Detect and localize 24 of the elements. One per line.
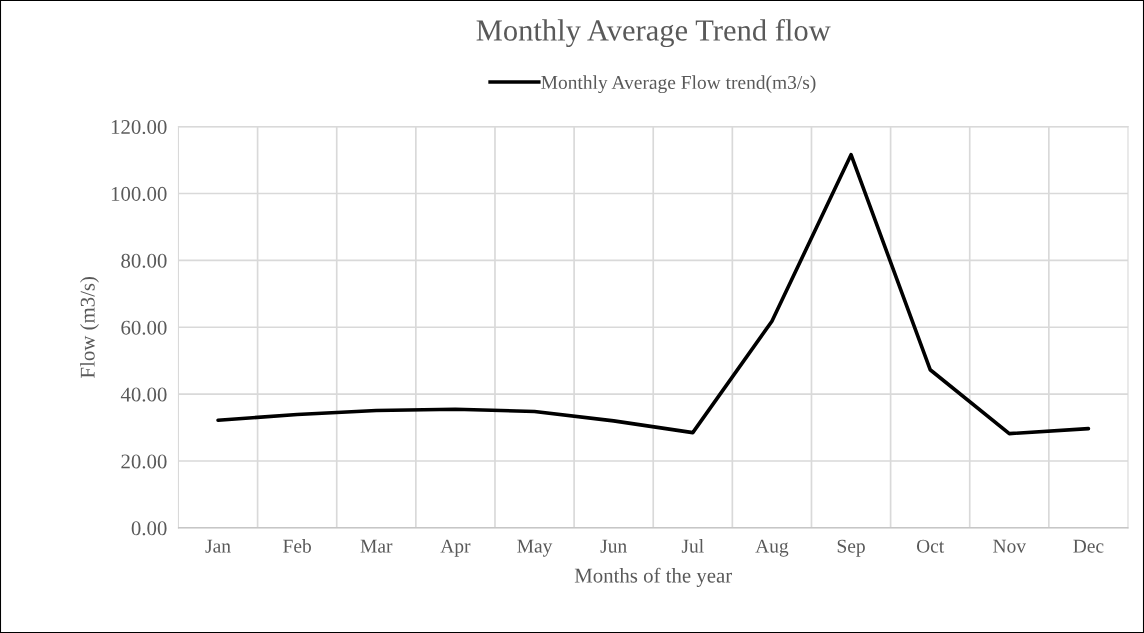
x-tick-label: Jan — [205, 539, 231, 553]
x-tick-label: Aug — [755, 539, 789, 557]
chart-title: Monthly Average Trend flow — [476, 18, 831, 48]
x-tick-label: Nov — [993, 539, 1027, 553]
x-tick-label: Jun — [600, 539, 627, 553]
y-axis-title: Flow (m3/s) — [80, 276, 99, 378]
x-axis-title: Months of the year — [574, 567, 733, 587]
x-tick-label: Dec — [1073, 539, 1104, 553]
x-tick-label: Mar — [360, 539, 393, 553]
x-tick-label: Jul — [681, 539, 704, 553]
x-tick-label: Feb — [283, 539, 311, 553]
y-tick-label: 0.00 — [131, 521, 167, 536]
y-tick-label: 60.00 — [121, 320, 167, 335]
x-tick-label: Sep — [837, 539, 865, 557]
y-tick-label: 20.00 — [121, 454, 167, 469]
x-tick-label: Apr — [440, 539, 471, 557]
legend-label: Monthly Average Flow trend(m3/s) — [541, 75, 816, 94]
y-tick-label: 40.00 — [120, 387, 167, 402]
y-tick-label: 120.00 — [111, 119, 167, 135]
y-tick-label: 80.00 — [121, 253, 167, 268]
x-tick-label: May — [517, 539, 553, 557]
y-tick-label: 100.00 — [111, 186, 167, 202]
x-tick-label: Oct — [916, 539, 945, 553]
line-series — [216, 152, 1091, 436]
